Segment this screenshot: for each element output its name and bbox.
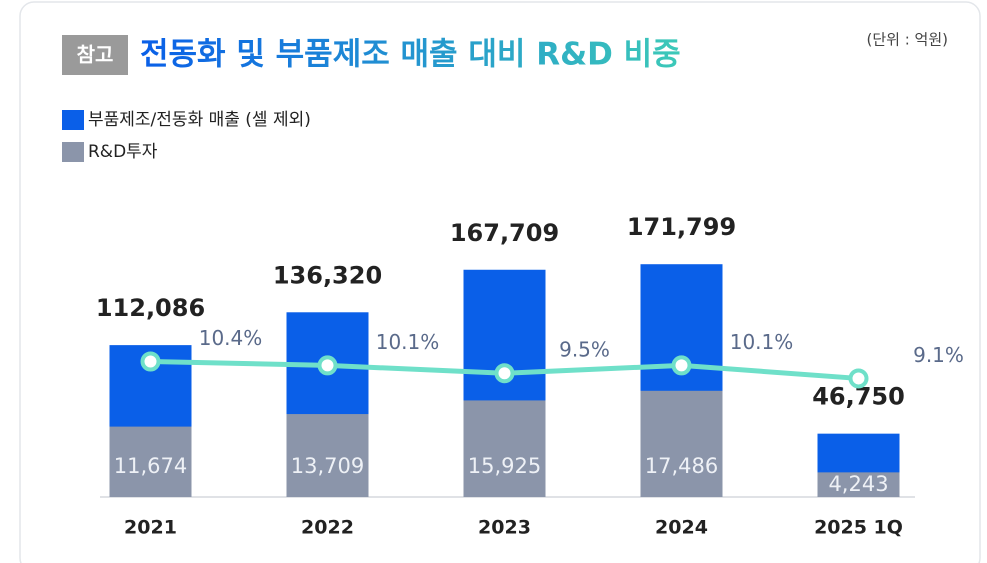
sales-label: 112,086	[96, 294, 205, 322]
sales-label: 167,709	[450, 219, 559, 247]
rnd-label: 15,925	[468, 454, 541, 478]
rnd-label: 4,243	[828, 472, 888, 496]
sales-label: 171,799	[627, 213, 736, 241]
x-tick-label: 2023	[478, 517, 531, 539]
legend-label: 부품제조/전동화 매출 (셀 제외)	[88, 110, 311, 130]
ratio-label: 9.5%	[559, 338, 610, 362]
ratio-label: 10.1%	[376, 330, 440, 354]
badge: 참고	[77, 43, 114, 67]
legend-label: R&D투자	[88, 142, 158, 162]
ratio-label: 10.4%	[199, 326, 263, 350]
rnd-bar	[463, 400, 546, 497]
ratio-point	[317, 355, 338, 376]
rnd-bar	[286, 414, 369, 497]
x-tick-label: 2022	[301, 517, 354, 539]
ratio-point	[848, 368, 869, 389]
badge-box	[62, 35, 128, 75]
ratio-label: 9.1%	[913, 343, 964, 367]
sales-label: 136,320	[273, 261, 382, 289]
ratio-point	[140, 351, 161, 372]
x-tick-label: 2021	[124, 517, 177, 539]
rnd-bar	[640, 390, 723, 497]
rnd-label: 17,486	[645, 454, 718, 478]
rnd-bar	[109, 426, 192, 497]
legend-swatch	[62, 142, 84, 162]
rnd-label: 13,709	[291, 454, 364, 478]
frame	[19, 1, 981, 563]
x-tick-label: 2025 1Q	[814, 517, 903, 539]
unit-note: (단위 : 억원)	[867, 31, 949, 49]
ratio-label: 10.1%	[730, 330, 794, 354]
ratio-point	[671, 355, 692, 376]
rnd-bar	[817, 472, 900, 497]
rnd-label: 11,674	[114, 454, 187, 478]
chart-title: 전동화 및 부품제조 매출 대비 R&D 비중	[140, 37, 681, 73]
ratio-point	[494, 363, 515, 384]
legend-swatch	[62, 110, 84, 130]
x-tick-label: 2024	[655, 517, 708, 539]
